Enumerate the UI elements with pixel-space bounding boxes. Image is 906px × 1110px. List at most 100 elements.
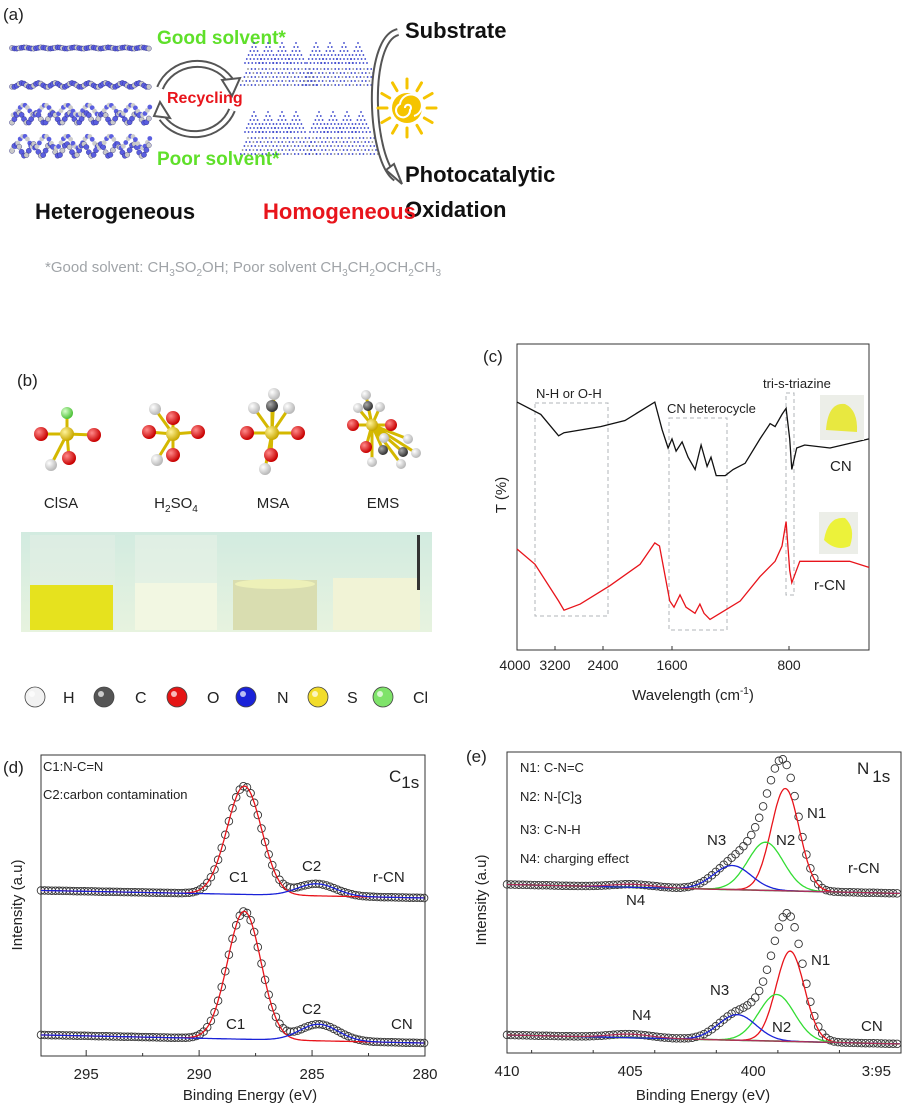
atom-dot [332, 58, 335, 60]
atom-dot [247, 123, 250, 125]
atom-dot [268, 84, 271, 86]
element-ball-icon [166, 686, 188, 708]
panel-d-c1s-chart: (d) C1:N-C=N C2:carbon contamination C1s… [3, 754, 438, 1104]
atom-dot [299, 141, 302, 143]
atom-dot [247, 84, 249, 86]
atom-dot [288, 141, 291, 143]
atom-dot [253, 50, 255, 52]
data-point [758, 977, 768, 986]
atom-dot [371, 141, 374, 143]
atom-dot [86, 112, 92, 118]
atom-dot [334, 62, 336, 64]
atom-dot [302, 127, 305, 129]
atom-dot [277, 80, 280, 82]
cn-heterocycle-region-box [668, 417, 728, 631]
atom-dot [283, 76, 285, 78]
atom-dot [306, 62, 308, 64]
atom-dot [346, 80, 349, 82]
atom-dot [344, 62, 347, 64]
atom-h [403, 434, 413, 444]
atom-dot [358, 145, 361, 147]
atom-dot [329, 42, 331, 44]
atom-dot [279, 68, 282, 70]
atom-h [361, 390, 371, 400]
atom-dot [256, 149, 258, 151]
atom-dot [284, 149, 287, 151]
atom-dot [310, 127, 313, 129]
atom-dot [358, 137, 361, 139]
atom-dot [344, 145, 347, 147]
atom-dot [366, 62, 368, 64]
atom-dot [313, 46, 316, 48]
atom-dot [318, 58, 321, 60]
element-ball-icon [307, 686, 329, 708]
data-point [239, 907, 248, 916]
atom-dot [330, 76, 333, 78]
atom-dot [333, 153, 336, 155]
atom-cl [61, 407, 73, 419]
atom-dot [289, 54, 292, 56]
data-point [210, 865, 219, 874]
atom-dot [239, 84, 242, 86]
atom-dot [352, 127, 355, 129]
atom-dot [279, 115, 282, 117]
fit-component-n4 [506, 883, 900, 895]
atom-dot [316, 84, 319, 86]
atom-dot [254, 123, 257, 125]
atom-dot [42, 147, 49, 154]
atom-dot [319, 131, 322, 133]
atom-dot [327, 62, 330, 64]
atom-dot [340, 153, 343, 155]
atom-dot [295, 119, 297, 121]
atom-dot [263, 50, 266, 52]
atom-dot [315, 153, 318, 155]
x-tick-label: 410 [494, 1063, 519, 1080]
atom-dot [315, 145, 318, 147]
atom-dot [326, 153, 329, 155]
atom-dot [265, 115, 268, 117]
atom-dot [346, 72, 349, 74]
atom-dot [342, 149, 345, 151]
fit-component-c2 [41, 883, 424, 899]
atom-dot [325, 72, 328, 74]
atom-dot [259, 72, 262, 74]
highlight [98, 691, 104, 697]
highlight [377, 691, 383, 697]
series-label-cn: CN [391, 1016, 413, 1033]
data-point [802, 979, 811, 989]
peak-label-n1: N1 [811, 952, 830, 969]
atom-dot [56, 144, 61, 149]
atom-dot [18, 112, 25, 118]
atom-dot [286, 54, 289, 56]
atom-dot [366, 68, 369, 70]
atom-dot [296, 62, 299, 64]
data-point [786, 773, 795, 783]
atom-dot [101, 140, 107, 146]
atom-dot [289, 62, 292, 64]
atom-dot [265, 123, 268, 125]
atom-dot [254, 131, 257, 133]
data-point [224, 816, 234, 826]
atom-dot [309, 76, 311, 78]
atom-dot [358, 46, 361, 48]
annotation-cn-heterocycle: CN heterocycle [667, 401, 756, 416]
data-point [268, 860, 277, 870]
cn-powder-photo [820, 395, 864, 440]
atom-dot [353, 58, 356, 60]
x-tick-label: 295 [74, 1066, 99, 1083]
atom-dot [249, 119, 252, 121]
data-point [766, 775, 776, 785]
atom-dot [366, 137, 368, 139]
atom-dot [362, 153, 365, 155]
atom-dot [258, 54, 261, 56]
atom-dot [363, 84, 365, 86]
atom-dot [270, 72, 273, 74]
atom-dot [274, 72, 276, 74]
atom-dot [254, 115, 257, 117]
atom-dot [288, 80, 291, 82]
atom-dot [251, 123, 254, 125]
panel-c-ftir-chart: (c) N-H or O-H CN heterocycle tri-s-tria… [483, 343, 870, 704]
atom-dot [350, 72, 353, 74]
atom-dot [328, 72, 331, 74]
atom-dot [355, 68, 358, 70]
